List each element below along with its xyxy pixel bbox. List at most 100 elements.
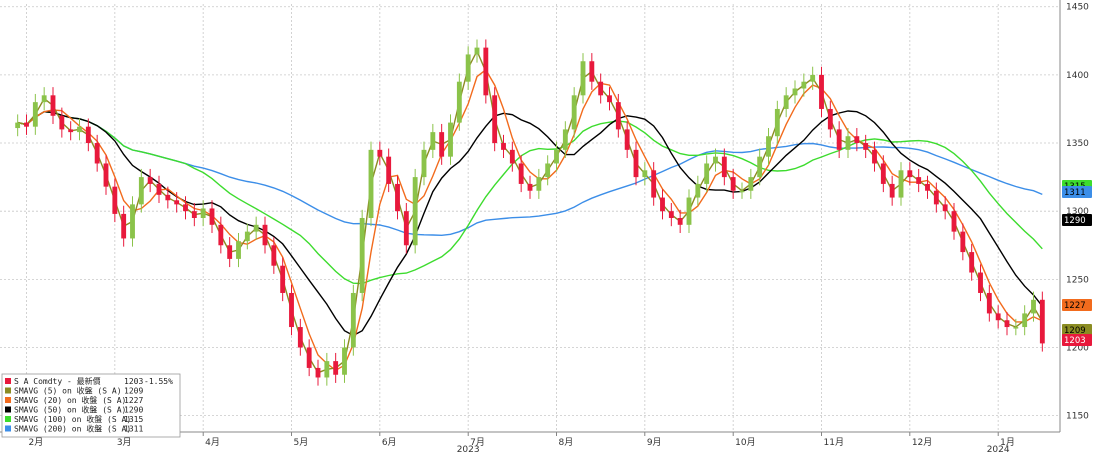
candle-body: [377, 149, 383, 157]
x-tick-label: 5月: [294, 437, 309, 448]
candle-body: [651, 170, 657, 198]
last-value-tag: [1062, 214, 1092, 226]
candle-body: [545, 163, 551, 178]
last-value-tag-text: 1290: [1064, 216, 1086, 226]
candle-body: [183, 204, 188, 212]
y-tick-label: 1200: [1066, 343, 1089, 353]
candle-body: [527, 183, 533, 191]
candle-body: [668, 211, 674, 218]
candle-body: [386, 156, 392, 184]
candle-body: [925, 183, 930, 191]
candle-body: [403, 211, 409, 246]
y-tick-label: 1150: [1066, 412, 1089, 422]
candle-body: [615, 102, 621, 130]
x-year-label: 2024: [987, 445, 1010, 452]
candle-body: [112, 186, 118, 214]
candle-body: [792, 88, 798, 96]
candle-body: [704, 163, 710, 184]
x-tick-label: 1月: [1000, 437, 1015, 448]
candle-body: [24, 122, 29, 127]
candle-body: [227, 245, 233, 259]
legend-value: 1227: [124, 396, 143, 405]
candle-body: [580, 61, 586, 96]
candle-body: [695, 183, 701, 198]
last-value-tag-text: 1203: [1064, 336, 1086, 346]
candle-body: [59, 115, 65, 130]
candle-body: [660, 197, 665, 212]
candle-body: [686, 197, 692, 225]
legend-value: 1203: [124, 377, 143, 386]
candle-body: [801, 81, 807, 89]
candle-body: [289, 292, 294, 328]
candle-body: [933, 190, 939, 205]
candle-body: [191, 211, 197, 218]
y-tick-label: 1450: [1066, 3, 1089, 13]
candle-body: [174, 200, 180, 205]
legend-value: 1209: [124, 387, 143, 396]
candle-body: [836, 129, 842, 150]
candle-body: [306, 347, 312, 368]
candle-body: [342, 347, 347, 375]
candle-body: [642, 170, 648, 178]
candle-body: [783, 95, 789, 109]
last-value-tag: [1062, 186, 1092, 198]
x-tick-label: 2月: [29, 437, 44, 448]
candle-body: [430, 132, 436, 150]
candle-body: [280, 265, 286, 293]
sma-line-5: [17, 110, 1043, 237]
candle-body: [889, 183, 895, 198]
x-year-label: 2023: [457, 445, 480, 452]
last-value-tag: [1062, 334, 1092, 346]
candle-body: [77, 126, 82, 133]
candle-body: [501, 143, 506, 150]
legend-swatch: [5, 397, 11, 403]
moving-average-lines: [17, 49, 1043, 374]
legend-swatch: [5, 378, 11, 384]
x-tick-label: 11月: [824, 437, 844, 448]
sma-line-3: [17, 110, 1043, 337]
last-value-tag-text: 1209: [1064, 326, 1086, 336]
candle-body: [297, 327, 303, 348]
x-tick-label: 8月: [559, 437, 574, 448]
candle-body: [456, 81, 462, 123]
y-tick-label: 1400: [1066, 71, 1089, 81]
candle-body: [492, 95, 498, 144]
candle-body: [739, 190, 745, 193]
candle-body: [598, 81, 604, 96]
candle-body: [757, 156, 763, 178]
candle-body: [978, 272, 983, 293]
legend-swatch: [5, 425, 11, 432]
x-tick-label: 9月: [647, 437, 662, 448]
x-tick-label: 12月: [912, 437, 932, 448]
candle-body: [677, 218, 683, 225]
candle-body: [872, 149, 877, 164]
candle-body: [880, 163, 886, 184]
candle-body: [845, 136, 851, 150]
candle-body: [474, 47, 480, 55]
legend-label: SMAVG (20) on 收盤 (S A): [14, 395, 126, 405]
last-value-tag: [1062, 324, 1092, 336]
sma-line-4: [17, 110, 1043, 285]
legend-swatch: [5, 406, 11, 413]
candle-body: [465, 54, 471, 82]
legend-label: SMAVG (5) on 收盤 (S A): [14, 386, 122, 396]
last-value-tag-text: 1311: [1064, 188, 1086, 198]
candle-body: [854, 136, 860, 144]
candle-body: [942, 204, 948, 212]
last-value-tag: [1062, 299, 1092, 311]
candle-body: [262, 224, 268, 246]
legend-box: [1, 373, 181, 438]
candle-body: [774, 108, 780, 137]
candle-body: [748, 177, 754, 191]
candle-body: [898, 170, 904, 198]
legend: S A Comdty - 最新價 1203 -1.55% SMAVG (5) on 收…: [1, 373, 181, 438]
candle-body: [448, 122, 453, 157]
candle-body: [138, 177, 144, 205]
candle-body: [156, 183, 162, 195]
candle-body: [1031, 299, 1036, 314]
candle-body: [483, 47, 489, 96]
candle-body: [121, 213, 127, 239]
price-candles: [15, 39, 1045, 386]
candle-body: [368, 149, 374, 218]
candle-body: [995, 313, 1001, 321]
